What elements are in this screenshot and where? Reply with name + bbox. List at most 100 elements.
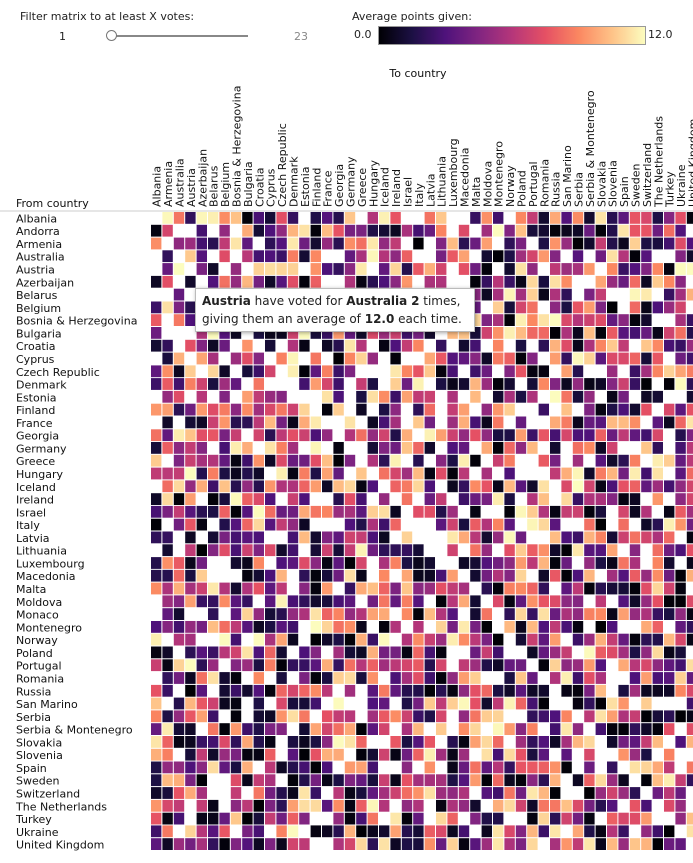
heat-cell[interactable]: [196, 582, 207, 595]
heat-cell[interactable]: [572, 416, 584, 429]
heat-cell[interactable]: [584, 505, 595, 518]
heat-cell[interactable]: [287, 659, 299, 672]
heat-cell[interactable]: [208, 812, 219, 825]
heat-cell[interactable]: [561, 799, 572, 812]
heat-cell[interactable]: [550, 799, 561, 812]
heat-cell[interactable]: [629, 684, 641, 697]
heat-cell[interactable]: [515, 480, 527, 493]
heat-cell[interactable]: [504, 799, 515, 812]
heat-cell[interactable]: [356, 275, 367, 288]
heat-cell[interactable]: [595, 301, 606, 314]
heat-cell[interactable]: [561, 403, 572, 416]
heat-cell[interactable]: [413, 454, 424, 467]
heat-cell[interactable]: [481, 250, 492, 263]
heat-cell[interactable]: [572, 442, 584, 454]
heat-cell[interactable]: [310, 365, 321, 378]
heat-cell[interactable]: [413, 480, 424, 493]
heat-cell[interactable]: [253, 544, 264, 557]
heat-cell[interactable]: [584, 774, 595, 787]
heat-cell[interactable]: [470, 365, 481, 378]
heat-cell[interactable]: [219, 339, 230, 352]
heat-cell[interactable]: [356, 761, 367, 774]
heat-cell[interactable]: [322, 736, 333, 748]
heat-cell[interactable]: [333, 812, 344, 825]
heat-cell[interactable]: [561, 212, 572, 224]
heat-cell[interactable]: [447, 467, 458, 480]
heat-cell[interactable]: [561, 505, 572, 518]
heat-cell[interactable]: [561, 582, 572, 595]
heat-cell[interactable]: [675, 569, 686, 582]
heat-cell[interactable]: [344, 531, 356, 544]
heat-cell[interactable]: [299, 557, 310, 569]
heat-cell[interactable]: [675, 429, 686, 442]
heat-cell[interactable]: [493, 390, 504, 403]
heat-cell[interactable]: [208, 480, 219, 493]
heat-cell[interactable]: [253, 799, 264, 812]
heat-cell[interactable]: [664, 595, 675, 608]
heat-cell[interactable]: [208, 710, 219, 723]
heat-cell[interactable]: [299, 595, 310, 608]
heat-cell[interactable]: [287, 621, 299, 633]
heat-cell[interactable]: [652, 595, 663, 608]
heat-cell[interactable]: [196, 378, 207, 390]
heat-cell[interactable]: [333, 799, 344, 812]
heat-cell[interactable]: [618, 646, 629, 659]
heat-cell[interactable]: [208, 493, 219, 505]
heat-cell[interactable]: [413, 608, 424, 620]
heat-cell[interactable]: [344, 493, 356, 505]
heat-cell[interactable]: [515, 774, 527, 787]
heat-cell[interactable]: [253, 646, 264, 659]
heat-cell[interactable]: [208, 275, 219, 288]
heat-cell[interactable]: [173, 633, 185, 646]
heat-cell[interactable]: [401, 633, 413, 646]
heat-cell[interactable]: [595, 544, 606, 557]
heat-cell[interactable]: [413, 544, 424, 557]
heat-cell[interactable]: [664, 761, 675, 774]
heat-cell[interactable]: [595, 518, 606, 531]
heat-cell[interactable]: [550, 544, 561, 557]
heat-cell[interactable]: [151, 531, 162, 544]
heat-cell[interactable]: [151, 327, 162, 339]
heat-cell[interactable]: [424, 608, 435, 620]
heat-cell[interactable]: [652, 518, 663, 531]
heat-cell[interactable]: [686, 327, 693, 339]
heat-cell[interactable]: [413, 748, 424, 761]
heat-cell[interactable]: [458, 774, 470, 787]
heat-cell[interactable]: [401, 390, 413, 403]
heat-cell[interactable]: [470, 710, 481, 723]
heat-cell[interactable]: [572, 378, 584, 390]
heat-cell[interactable]: [287, 365, 299, 378]
heat-cell[interactable]: [401, 710, 413, 723]
heat-cell[interactable]: [196, 761, 207, 774]
heat-cell[interactable]: [208, 505, 219, 518]
heat-cell[interactable]: [299, 339, 310, 352]
heat-cell[interactable]: [515, 263, 527, 275]
heat-cell[interactable]: [652, 838, 663, 850]
heat-cell[interactable]: [481, 224, 492, 237]
heat-cell[interactable]: [572, 799, 584, 812]
heat-cell[interactable]: [253, 621, 264, 633]
heat-cell[interactable]: [162, 390, 173, 403]
heat-cell[interactable]: [379, 263, 390, 275]
heat-cell[interactable]: [219, 761, 230, 774]
heat-cell[interactable]: [333, 595, 344, 608]
heat-cell[interactable]: [242, 838, 253, 850]
heat-cell[interactable]: [367, 212, 378, 224]
heat-cell[interactable]: [572, 838, 584, 850]
heat-cell[interactable]: [436, 224, 447, 237]
heat-cell[interactable]: [447, 352, 458, 365]
heat-cell[interactable]: [401, 812, 413, 825]
heat-cell[interactable]: [641, 212, 652, 224]
heat-cell[interactable]: [424, 493, 435, 505]
heat-cell[interactable]: [242, 621, 253, 633]
heat-cell[interactable]: [424, 263, 435, 275]
heat-cell[interactable]: [344, 621, 356, 633]
heat-cell[interactable]: [572, 493, 584, 505]
heat-cell[interactable]: [356, 736, 367, 748]
heat-cell[interactable]: [287, 544, 299, 557]
heat-cell[interactable]: [436, 275, 447, 288]
heat-cell[interactable]: [652, 659, 663, 672]
heat-cell[interactable]: [595, 531, 606, 544]
heat-cell[interactable]: [196, 327, 207, 339]
heat-cell[interactable]: [686, 442, 693, 454]
